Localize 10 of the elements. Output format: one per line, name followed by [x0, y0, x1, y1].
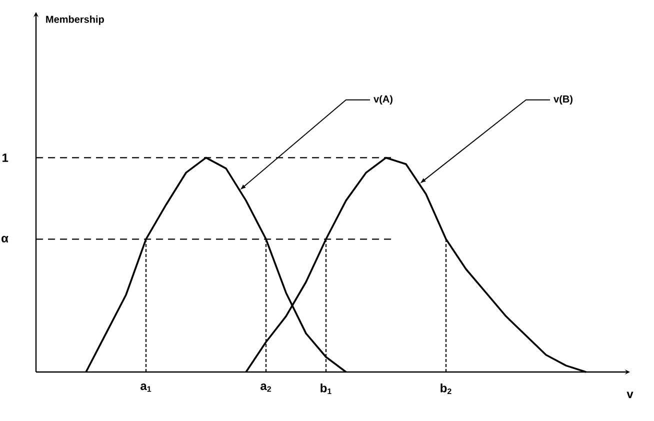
ref-line-label: α — [2, 236, 8, 242]
text: v(A) — [374, 95, 392, 105]
x-tick-label: b$_{2}$ — [440, 384, 452, 394]
text: v(B) — [554, 95, 572, 105]
x-tick-label: b$_{1}$ — [320, 384, 332, 394]
x-tick-label: a$_{1}$ — [140, 384, 152, 392]
text: Membership — [46, 16, 104, 25]
ref-line-label: 1 — [2, 154, 8, 162]
x-tick-label: a$_{2}$ — [260, 384, 271, 392]
x-axis-title: v — [626, 392, 634, 398]
